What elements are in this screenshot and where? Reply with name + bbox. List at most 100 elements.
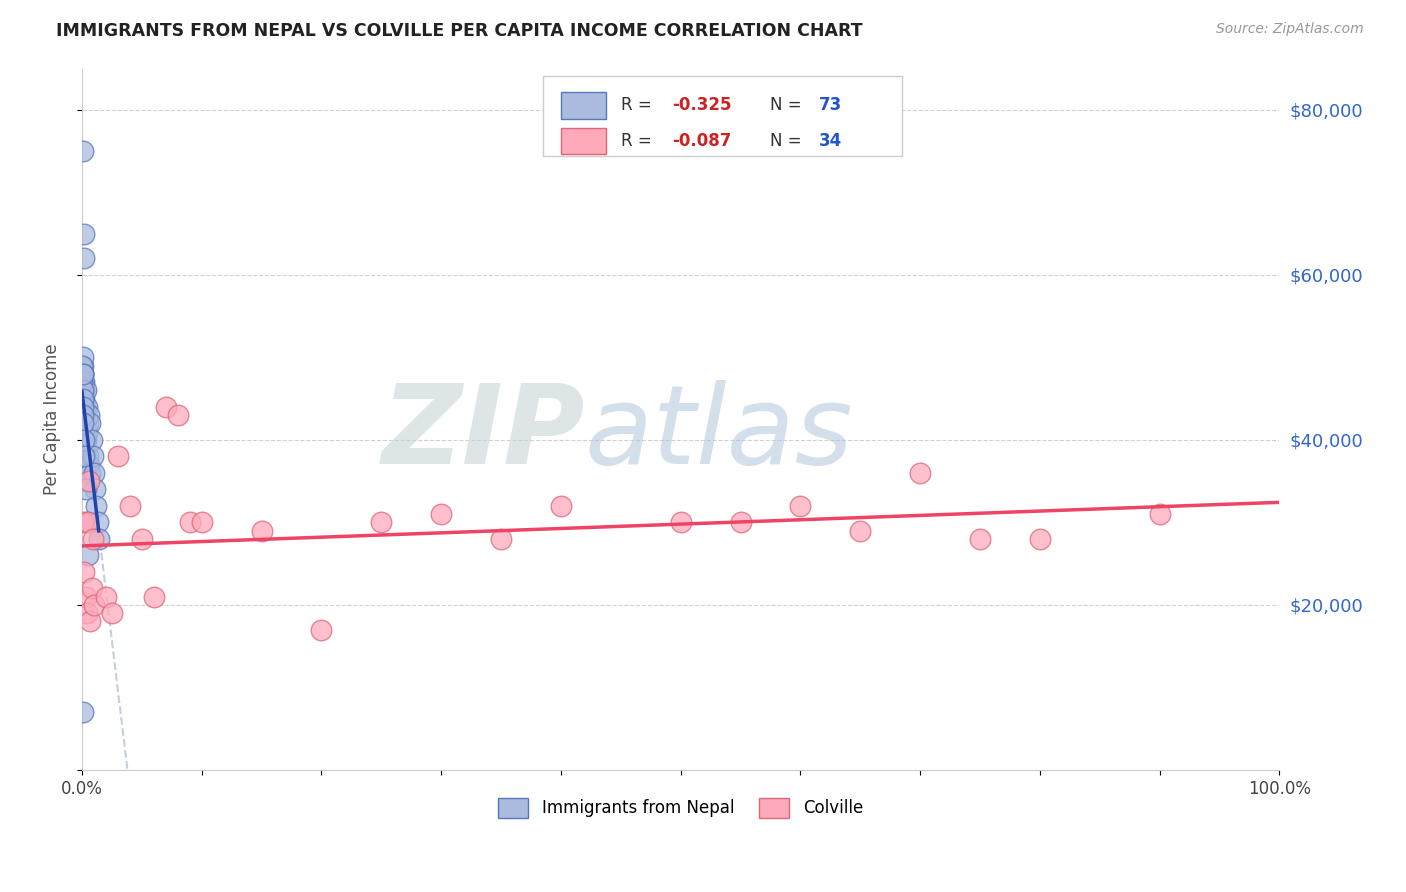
- Bar: [561, 128, 606, 154]
- Point: [166, 408, 188, 422]
- Text: N =: N =: [770, 132, 807, 150]
- Point: [76, 606, 98, 620]
- Text: -0.325: -0.325: [672, 96, 731, 114]
- Point: [72, 384, 94, 398]
- Point: [72, 384, 94, 398]
- Point: [72, 400, 94, 414]
- Text: N =: N =: [770, 96, 807, 114]
- Point: [72, 408, 94, 422]
- Text: R =: R =: [621, 132, 657, 150]
- Point: [73, 400, 96, 414]
- Bar: [561, 92, 606, 119]
- Point: [76, 400, 98, 414]
- Point: [86, 499, 108, 513]
- Point: [550, 499, 572, 513]
- Point: [155, 400, 177, 414]
- Point: [70, 367, 93, 381]
- Text: IMMIGRANTS FROM NEPAL VS COLVILLE PER CAPITA INCOME CORRELATION CHART: IMMIGRANTS FROM NEPAL VS COLVILLE PER CA…: [56, 22, 863, 40]
- Point: [72, 705, 94, 719]
- Point: [142, 590, 165, 604]
- Text: atlas: atlas: [585, 380, 853, 487]
- Point: [72, 400, 94, 414]
- Point: [72, 450, 94, 464]
- Point: [77, 549, 100, 563]
- Point: [77, 474, 100, 488]
- Point: [72, 400, 94, 414]
- Point: [72, 375, 94, 389]
- Point: [77, 408, 100, 422]
- Point: [73, 450, 96, 464]
- Point: [131, 532, 153, 546]
- Point: [72, 384, 94, 398]
- Legend: Immigrants from Nepal, Colville: Immigrants from Nepal, Colville: [492, 791, 869, 825]
- Point: [730, 516, 752, 530]
- Point: [72, 400, 94, 414]
- Point: [72, 516, 94, 530]
- Text: 73: 73: [818, 96, 842, 114]
- Point: [75, 590, 97, 604]
- Point: [250, 524, 273, 538]
- Text: Source: ZipAtlas.com: Source: ZipAtlas.com: [1216, 22, 1364, 37]
- Point: [80, 433, 103, 447]
- Point: [72, 417, 94, 431]
- Text: 34: 34: [818, 132, 842, 150]
- Point: [86, 516, 108, 530]
- Point: [72, 384, 94, 398]
- Point: [72, 367, 94, 381]
- Point: [72, 375, 94, 389]
- Point: [73, 408, 96, 422]
- Point: [190, 516, 212, 530]
- Point: [94, 590, 117, 604]
- Y-axis label: Per Capita Income: Per Capita Income: [44, 343, 60, 495]
- Point: [73, 433, 96, 447]
- Point: [72, 408, 94, 422]
- Point: [83, 466, 105, 480]
- Point: [76, 516, 98, 530]
- Point: [789, 499, 811, 513]
- Point: [73, 408, 96, 422]
- Point: [72, 367, 94, 381]
- Point: [72, 367, 94, 381]
- Point: [908, 466, 931, 480]
- Point: [72, 392, 94, 406]
- Point: [73, 252, 96, 266]
- Point: [73, 417, 96, 431]
- Point: [72, 392, 94, 406]
- Point: [77, 450, 100, 464]
- Point: [72, 367, 94, 381]
- Point: [72, 375, 94, 389]
- Point: [72, 144, 94, 158]
- Point: [72, 417, 94, 431]
- Point: [72, 425, 94, 439]
- Point: [80, 582, 103, 596]
- Point: [73, 400, 96, 414]
- Point: [75, 433, 97, 447]
- Point: [75, 466, 97, 480]
- Point: [76, 425, 98, 439]
- Point: [179, 516, 201, 530]
- Point: [969, 532, 991, 546]
- Point: [77, 516, 100, 530]
- Text: R =: R =: [621, 96, 657, 114]
- Text: -0.087: -0.087: [672, 132, 731, 150]
- Point: [73, 384, 96, 398]
- Point: [72, 359, 94, 373]
- Point: [72, 408, 94, 422]
- Point: [79, 615, 101, 629]
- Point: [87, 532, 110, 546]
- Point: [72, 392, 94, 406]
- Point: [370, 516, 392, 530]
- Point: [107, 450, 129, 464]
- Point: [430, 507, 453, 521]
- Point: [669, 516, 692, 530]
- Point: [73, 450, 96, 464]
- Point: [75, 483, 97, 497]
- Point: [72, 375, 94, 389]
- Point: [101, 606, 124, 620]
- Point: [82, 450, 104, 464]
- Point: [1149, 507, 1171, 521]
- Point: [72, 392, 94, 406]
- Point: [79, 417, 101, 431]
- Point: [75, 384, 97, 398]
- Point: [72, 384, 94, 398]
